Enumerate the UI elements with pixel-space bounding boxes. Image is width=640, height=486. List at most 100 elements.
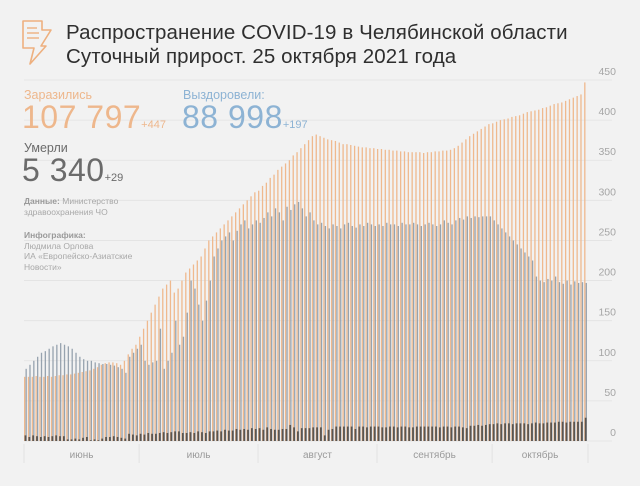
recovered-label: Выздоровели: — [183, 88, 265, 102]
recovered-bar — [554, 276, 557, 441]
infected-bar — [296, 152, 298, 441]
infected-bar — [311, 136, 314, 441]
infected-bar — [208, 240, 210, 441]
recovered-bar — [332, 224, 334, 441]
died-bar — [550, 422, 553, 441]
infected-bar — [342, 144, 344, 441]
agency-name-2: Новости» — [24, 261, 62, 272]
infected-bar — [304, 144, 306, 441]
infected-bar — [43, 376, 45, 441]
infected-bar — [373, 148, 375, 441]
infected-bar — [472, 133, 475, 441]
died-bar — [435, 426, 437, 441]
died-bar — [74, 438, 77, 441]
died-bar — [151, 433, 154, 441]
recovered-bar — [508, 236, 511, 441]
recovered-bar — [455, 220, 457, 441]
recovered-bar — [63, 344, 66, 441]
recovered-bar — [171, 352, 173, 441]
died-bar — [32, 435, 35, 441]
died-bar — [66, 439, 69, 441]
died-bar — [132, 434, 134, 441]
died-bar — [316, 427, 318, 441]
recovered-bar — [294, 204, 296, 441]
infected-bar — [162, 288, 164, 441]
infected-bar — [96, 367, 99, 441]
y-tick-label: 150 — [598, 307, 616, 319]
died-bar — [308, 428, 311, 441]
recovered-bar — [309, 212, 311, 441]
died-bar — [109, 436, 111, 441]
died-bar — [270, 428, 272, 441]
recovered-bar — [447, 222, 449, 441]
infected-bar — [457, 145, 459, 441]
infected-bar — [442, 150, 444, 441]
infected-bar — [300, 148, 302, 441]
died-bar — [239, 429, 242, 441]
died-value: 5 340 — [22, 152, 105, 188]
infected-label: Заразились — [24, 88, 93, 102]
died-bar — [158, 432, 161, 441]
infected-bar — [557, 103, 559, 442]
x-month-label: сентябрь — [413, 449, 456, 461]
died-bar — [293, 427, 295, 441]
y-tick-label: 50 — [604, 387, 616, 399]
recovered-bar — [301, 208, 304, 441]
died-bar — [446, 426, 449, 441]
recovered-bar — [102, 363, 104, 441]
died-bar — [55, 435, 58, 441]
recovered-bar — [44, 351, 46, 441]
recovered-bar — [282, 220, 284, 441]
died-bar — [565, 422, 568, 441]
infected-bar — [330, 140, 333, 441]
infected-bar — [200, 256, 202, 441]
died-bar — [531, 423, 533, 441]
recovered-bar — [244, 220, 246, 441]
recovered-bar — [125, 372, 127, 441]
died-bar — [584, 417, 587, 441]
recovered-increment: +197 — [282, 119, 308, 131]
died-bar — [580, 421, 583, 441]
recovered-bar — [370, 224, 373, 441]
recovered-bar — [213, 256, 215, 441]
agency-name: ИА «Европейско-Азиатские — [24, 251, 133, 261]
died-bar — [381, 427, 384, 441]
infected-bar — [403, 151, 406, 442]
died-label: Умерли — [24, 141, 68, 155]
died-bar — [262, 429, 265, 441]
infected-bar — [70, 374, 72, 441]
died-bar — [396, 427, 399, 441]
recovered-bar — [248, 228, 250, 441]
died-bar — [254, 428, 257, 441]
recovered-bar — [386, 222, 388, 441]
infected-bar — [338, 142, 340, 441]
died-bar — [423, 426, 426, 441]
died-bar — [385, 427, 388, 441]
recovered-bar — [29, 364, 31, 441]
recovered-bar — [497, 224, 499, 441]
recovered-bar — [297, 201, 300, 441]
infected-bar — [158, 296, 160, 441]
infected-bar — [469, 136, 471, 441]
died-bar — [116, 436, 119, 441]
infected-bar — [77, 372, 80, 441]
infected-bar — [24, 376, 26, 441]
recovered-bar — [186, 312, 188, 441]
died-bar — [561, 421, 564, 441]
infected-bar — [146, 320, 149, 441]
infected-bar — [188, 268, 191, 441]
y-tick-label: 300 — [598, 186, 616, 198]
recovered-bar — [232, 240, 234, 441]
infected-bar — [185, 272, 187, 441]
died-bar — [201, 432, 203, 441]
died-bar — [312, 427, 315, 441]
recovered-bar — [574, 281, 576, 441]
infected-bar — [545, 107, 548, 441]
infected-bar — [353, 145, 356, 441]
died-bar — [389, 426, 391, 441]
y-tick-label: 450 — [598, 66, 616, 78]
infected-bar — [564, 100, 567, 441]
died-bar — [343, 426, 345, 441]
died-bar — [162, 432, 165, 441]
died-bar — [358, 426, 361, 441]
